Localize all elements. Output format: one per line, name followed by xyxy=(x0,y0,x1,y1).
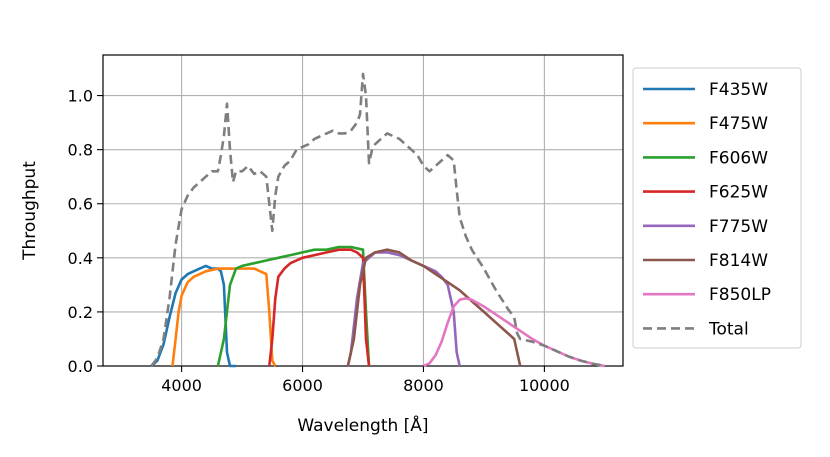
legend-label: F435W xyxy=(709,80,768,100)
series-line-f475w xyxy=(171,267,277,367)
series-line-f625w xyxy=(268,248,371,367)
y-tick-label: 0.0 xyxy=(68,357,93,376)
series-line-f850lp xyxy=(422,297,606,368)
y-axis-label: Throughput xyxy=(20,161,40,261)
legend-label: F775W xyxy=(709,217,768,237)
y-tick-label: 0.8 xyxy=(68,141,93,160)
legend-label: F814W xyxy=(709,251,768,271)
legend-label: F606W xyxy=(709,148,768,168)
x-tick-label: 4000 xyxy=(161,376,202,395)
legend-box xyxy=(632,67,802,349)
y-tick-label: 0.2 xyxy=(68,303,93,322)
legend: F435W F475W F606W F625W F775W F814W F850LP Tota… xyxy=(632,67,802,349)
legend-label: F850LP xyxy=(709,285,771,305)
legend-label: Total xyxy=(708,319,749,339)
x-tick-label: 6000 xyxy=(282,376,323,395)
x-tick-label: 10000 xyxy=(519,376,570,395)
series-lines xyxy=(150,72,606,368)
plot-frame xyxy=(102,54,624,367)
y-tick-label: 0.6 xyxy=(68,195,93,214)
series-line-total xyxy=(150,72,606,368)
legend-label: F625W xyxy=(709,183,768,203)
series-line-f435w xyxy=(150,264,236,368)
x-axis-label: Wavelength [Å] xyxy=(297,414,428,436)
y-tick-label: 0.4 xyxy=(68,249,93,268)
tick-labels: 4000 6000 8000 10000 0.0 0.2 0.4 0.6 0.8 1.0 xyxy=(68,87,570,395)
axes xyxy=(97,54,624,372)
series-line-f814w xyxy=(346,248,522,367)
legend-label: F475W xyxy=(709,114,768,134)
series-line-f606w xyxy=(216,245,371,367)
y-tick-label: 1.0 xyxy=(68,87,93,106)
x-tick-label: 8000 xyxy=(403,376,444,395)
